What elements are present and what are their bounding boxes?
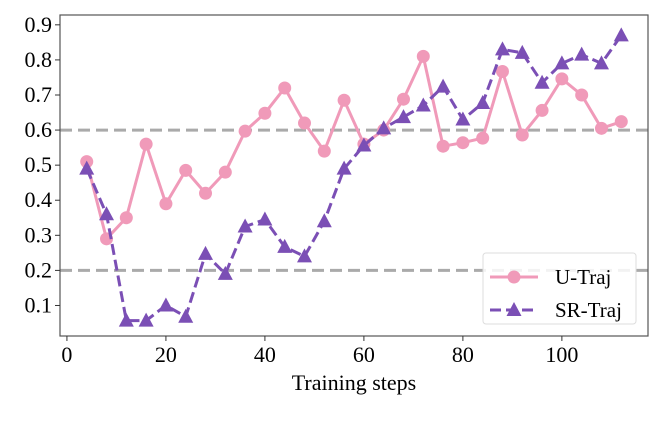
data-point <box>317 144 331 158</box>
data-point <box>455 111 471 126</box>
data-point <box>217 265 233 280</box>
data-point <box>218 165 232 179</box>
data-point <box>614 115 628 129</box>
series-sr-traj <box>79 27 629 327</box>
x-tick-label: 60 <box>353 342 375 367</box>
y-tick-label: 0.6 <box>25 117 53 142</box>
data-point <box>178 308 194 323</box>
series-line <box>85 51 622 242</box>
data-point <box>297 248 313 263</box>
data-point <box>258 106 272 120</box>
x-tick-label: 100 <box>545 342 578 367</box>
x-tick-label: 20 <box>155 342 177 367</box>
data-point <box>376 120 392 135</box>
data-point <box>298 116 312 130</box>
data-point <box>613 27 629 42</box>
y-tick-label: 0.1 <box>25 292 53 317</box>
legend-label: SR-Traj <box>555 298 622 322</box>
y-tick-label: 0.5 <box>25 152 53 177</box>
plot-frame <box>59 14 649 337</box>
data-point <box>179 163 193 177</box>
legend-marker <box>507 270 521 284</box>
x-tick-label: 40 <box>254 342 276 367</box>
data-point <box>435 78 451 93</box>
data-point <box>277 238 293 253</box>
data-point <box>139 137 153 151</box>
data-point <box>337 93 351 107</box>
data-point <box>119 211 133 225</box>
data-point <box>436 139 450 153</box>
data-point <box>198 245 214 260</box>
series-u-traj <box>80 49 628 246</box>
x-axis-label: Training steps <box>292 370 416 395</box>
legend-label: U-Traj <box>555 265 611 289</box>
y-tick-label: 0.7 <box>25 82 53 107</box>
data-point <box>237 218 253 233</box>
data-point <box>535 103 549 117</box>
data-point <box>495 64 509 78</box>
data-point <box>99 206 115 221</box>
data-point <box>199 186 213 200</box>
y-tick-label: 0.9 <box>25 12 53 37</box>
y-tick-label: 0.3 <box>25 222 53 247</box>
data-point <box>515 128 529 142</box>
x-tick-label: 80 <box>452 342 474 367</box>
y-tick-label: 0.8 <box>25 47 53 72</box>
data-point <box>138 312 154 327</box>
data-point <box>356 137 372 152</box>
data-point <box>415 97 431 112</box>
y-tick-label: 0.4 <box>25 187 53 212</box>
data-point <box>159 197 173 211</box>
y-tick-label: 0.2 <box>25 257 53 282</box>
data-point <box>257 211 273 226</box>
data-point <box>278 81 292 95</box>
data-point <box>514 44 530 59</box>
data-point <box>79 160 95 175</box>
data-point <box>594 121 608 135</box>
data-point <box>494 41 510 56</box>
legend: U-Traj SR-Traj <box>482 252 637 325</box>
series-line <box>85 34 623 323</box>
data-point <box>118 312 134 327</box>
legend-box <box>482 252 637 325</box>
data-point <box>593 55 609 70</box>
x-tick-label: 0 <box>61 342 72 367</box>
data-point <box>574 46 590 61</box>
data-point <box>158 297 174 312</box>
data-point <box>238 124 252 138</box>
data-point <box>555 72 569 86</box>
data-point <box>554 55 570 70</box>
data-point <box>316 213 332 228</box>
data-point <box>476 131 490 145</box>
data-point <box>575 88 589 102</box>
data-point <box>395 109 411 124</box>
data-point <box>534 74 550 89</box>
data-point <box>475 95 491 110</box>
legend-marker <box>506 302 522 316</box>
data-point <box>336 160 352 175</box>
data-point <box>396 92 410 106</box>
data-point <box>456 136 470 150</box>
data-point <box>416 49 430 63</box>
